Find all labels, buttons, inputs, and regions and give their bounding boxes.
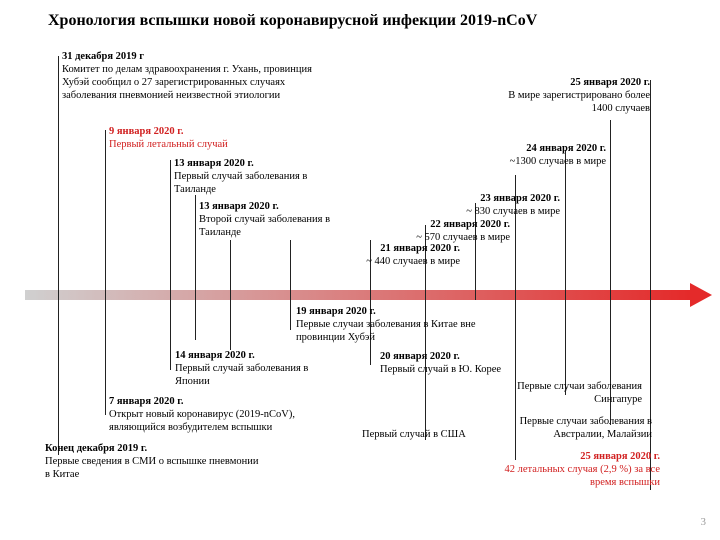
event-e1: 31 декабря 2019 гКомитет по делам здраво… xyxy=(62,50,312,103)
event-e18: 25 января 2020 г.42 летальных случая (2,… xyxy=(500,450,660,489)
event-e14: 24 января 2020 г.~1300 случаев в мире xyxy=(476,142,606,168)
timeline-tick xyxy=(230,240,231,350)
timeline-tick xyxy=(565,150,566,395)
event-e8: Конец декабря 2019 г.Первые сведения в С… xyxy=(45,442,265,481)
timeline-arrow-head xyxy=(690,283,712,307)
event-e10: Первый случай в США xyxy=(362,428,492,441)
timeline-tick xyxy=(170,160,171,370)
event-e3: 13 января 2020 г.Первый случай заболеван… xyxy=(174,157,324,196)
timeline-tick xyxy=(58,56,59,455)
event-e5: 19 января 2020 г.Первые случаи заболеван… xyxy=(296,305,476,344)
event-e12: 22 января 2020 г.~ 570 случаев в мире xyxy=(380,218,510,244)
event-e16: Первые случаи заболевания Сингапуре xyxy=(502,380,642,406)
page-number: 3 xyxy=(701,516,707,528)
event-e7: 7 января 2020 г.Открыт новый коронавирус… xyxy=(109,395,349,434)
page-title: Хронология вспышки новой коронавирусной … xyxy=(48,12,690,30)
event-e13: 23 января 2020 г.~ 830 случаев в мире xyxy=(430,192,560,218)
event-e6: 14 января 2020 г.Первый случай заболеван… xyxy=(175,349,335,388)
timeline-arrow-shaft xyxy=(25,290,690,300)
timeline-tick xyxy=(105,130,106,415)
event-e9: 20 января 2020 г.Первый случай в Ю. Коре… xyxy=(380,350,550,376)
timeline-tick xyxy=(290,240,291,330)
event-e2: 9 января 2020 г.Первый летальный случай xyxy=(109,125,289,151)
event-e17: Первые случаи заболевания в Австралии, М… xyxy=(494,415,652,441)
event-e15: 25 января 2020 г.В мире зарегистрировано… xyxy=(500,76,650,115)
timeline-tick xyxy=(195,195,196,340)
event-e11: 21 января 2020 г.~ 440 случаев в мире xyxy=(320,242,460,268)
event-e4: 13 января 2020 г.Второй случай заболеван… xyxy=(199,200,349,239)
